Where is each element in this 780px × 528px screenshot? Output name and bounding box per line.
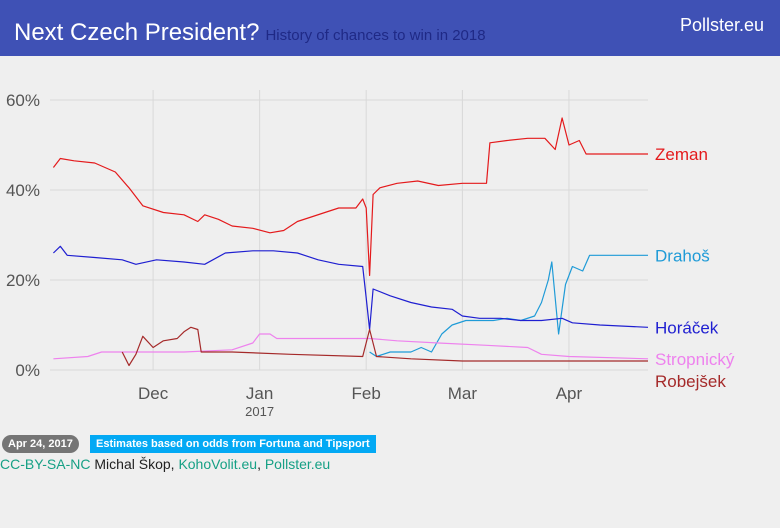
- x-tick-sublabel: 2017: [245, 404, 274, 419]
- series-label: Stropnický: [655, 350, 735, 369]
- kohovolit-link[interactable]: KohoVolit.eu: [178, 456, 258, 472]
- license-link[interactable]: CC-BY-SA-NC: [0, 456, 91, 472]
- series-line: [53, 333, 649, 360]
- page-title: Next Czech President? History of chances …: [14, 19, 486, 47]
- series-label: Zeman: [655, 145, 708, 164]
- series-line: [121, 326, 648, 367]
- separator-text: ,: [257, 456, 265, 472]
- series-labels: Zeman Drahoš Horáček Stropnický Robejšek: [655, 145, 735, 391]
- chart-subtitle: History of chances to win in 2018: [265, 27, 486, 44]
- x-tick-label: Apr: [556, 384, 583, 403]
- series-label: Robejšek: [655, 372, 726, 391]
- series-lines: [52, 117, 649, 367]
- chart-title: Next Czech President?: [14, 19, 260, 46]
- series-label: Horáček: [655, 318, 719, 337]
- x-tick-label: Jan: [246, 384, 273, 403]
- source-badge: Estimates based on odds from Fortuna and…: [90, 435, 376, 453]
- author-text: Michal Škop,: [90, 456, 179, 472]
- x-tick-label: Feb: [352, 384, 381, 403]
- header-bar: Next Czech President? History of chances …: [0, 0, 780, 56]
- pollster-link[interactable]: Pollster.eu: [264, 456, 331, 472]
- series-line: [52, 245, 649, 331]
- x-tick-label: Dec: [138, 384, 169, 403]
- y-tick-label: 40%: [6, 181, 40, 200]
- y-tick-label: 20%: [6, 271, 40, 290]
- brand-link[interactable]: Pollster.eu: [679, 15, 764, 35]
- y-tick-label: 60%: [6, 91, 40, 110]
- date-badge: Apr 24, 2017: [2, 435, 79, 453]
- y-tick-label: 0%: [15, 361, 40, 380]
- series-label: Drahoš: [655, 246, 710, 265]
- series-line: [52, 117, 648, 277]
- credits: CC-BY-SA-NC Michal Škop, KohoVolit.eu, P…: [0, 456, 330, 472]
- x-tick-label: Mar: [448, 384, 478, 403]
